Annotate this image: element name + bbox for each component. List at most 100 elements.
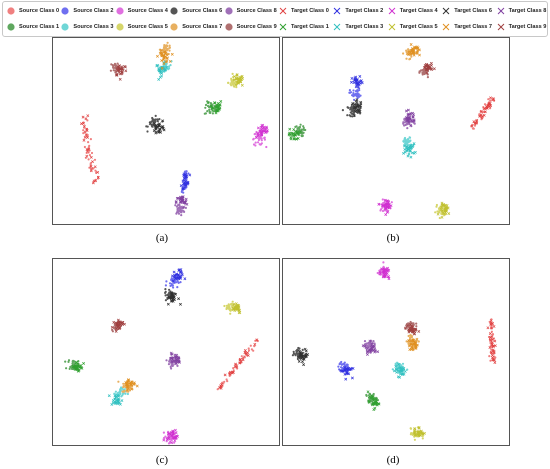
target-point [302, 357, 306, 361]
target-point [117, 320, 121, 324]
target-point [116, 69, 120, 73]
target-point [343, 368, 347, 372]
source-point [87, 141, 90, 144]
source-point [302, 126, 305, 130]
target-point [382, 204, 386, 208]
source-point [235, 86, 238, 89]
target-point [86, 114, 90, 118]
source-point [240, 355, 243, 358]
target-point [172, 270, 176, 274]
target-point [214, 105, 217, 109]
target-point [161, 126, 165, 130]
target-point [176, 275, 179, 279]
target-point [410, 47, 414, 51]
legend-entry: Source Class 6 [169, 3, 222, 19]
target-point [412, 119, 416, 123]
source-point [171, 277, 174, 280]
source-point [232, 81, 235, 84]
target-point [413, 433, 417, 437]
target-point [373, 402, 377, 406]
target-point [423, 431, 426, 435]
target-point [155, 64, 159, 68]
dot-marker-icon [6, 22, 16, 32]
source-point [408, 136, 412, 139]
target-point [413, 45, 417, 49]
target-point [246, 351, 250, 355]
target-point [402, 367, 406, 371]
target-point [115, 73, 119, 77]
source-point [82, 132, 85, 135]
target-point [118, 402, 122, 406]
source-point [252, 138, 255, 141]
target-point [397, 363, 401, 366]
target-point [415, 337, 419, 341]
source-point [229, 303, 232, 306]
source-point [67, 360, 70, 363]
source-point [184, 170, 187, 173]
source-point [164, 284, 167, 287]
source-point [405, 49, 408, 52]
source-point [89, 138, 92, 141]
source-point [231, 300, 234, 303]
target-point [382, 271, 386, 275]
source-point [126, 392, 129, 396]
target-point [408, 115, 412, 119]
target-point [118, 64, 121, 68]
target-point [412, 53, 416, 57]
source-point [413, 438, 416, 441]
target-point [107, 394, 111, 398]
source-point [169, 365, 172, 368]
target-point [169, 431, 173, 434]
source-point [167, 65, 171, 68]
source-point [372, 340, 375, 343]
source-point [478, 113, 481, 116]
source-point [164, 294, 167, 297]
target-point [382, 267, 386, 271]
target-point [153, 124, 157, 128]
target-point [179, 184, 183, 188]
source-point [292, 350, 295, 353]
target-point [411, 145, 414, 149]
source-point [123, 388, 126, 391]
source-point [370, 400, 373, 403]
target-point [384, 213, 388, 216]
target-point [423, 63, 427, 67]
source-point [409, 427, 413, 430]
source-point [302, 125, 305, 128]
target-point [179, 302, 182, 306]
target-point [413, 332, 416, 335]
source-point [349, 111, 352, 114]
legend-label: Target Class 4 [399, 8, 438, 14]
source-point [169, 284, 172, 287]
target-point [352, 104, 356, 108]
target-point [185, 202, 189, 206]
legend-entry: Target Class 7 [441, 19, 492, 35]
target-point [74, 361, 78, 365]
target-point [404, 109, 408, 113]
dot-marker-icon [115, 6, 125, 16]
target-point [172, 432, 176, 436]
target-point [165, 56, 169, 60]
target-point [173, 439, 177, 443]
dot-marker-icon [169, 22, 179, 32]
target-point [395, 370, 399, 374]
target-point [355, 100, 359, 104]
target-point [389, 204, 393, 208]
target-point [79, 364, 83, 368]
source-point [68, 367, 71, 370]
target-point [410, 151, 414, 155]
source-point [405, 141, 408, 144]
legend: Source Class 0 Source Class 1 Source Class… [2, 1, 548, 37]
source-point [158, 118, 161, 121]
target-point [492, 349, 496, 353]
target-point [214, 109, 218, 113]
source-point [164, 435, 167, 438]
source-point [121, 392, 125, 395]
source-point [381, 198, 384, 201]
source-point [166, 45, 169, 48]
source-point [164, 299, 167, 302]
target-point [411, 329, 415, 333]
dot-marker-icon [224, 22, 234, 32]
source-point [402, 121, 405, 124]
target-point [228, 372, 232, 376]
